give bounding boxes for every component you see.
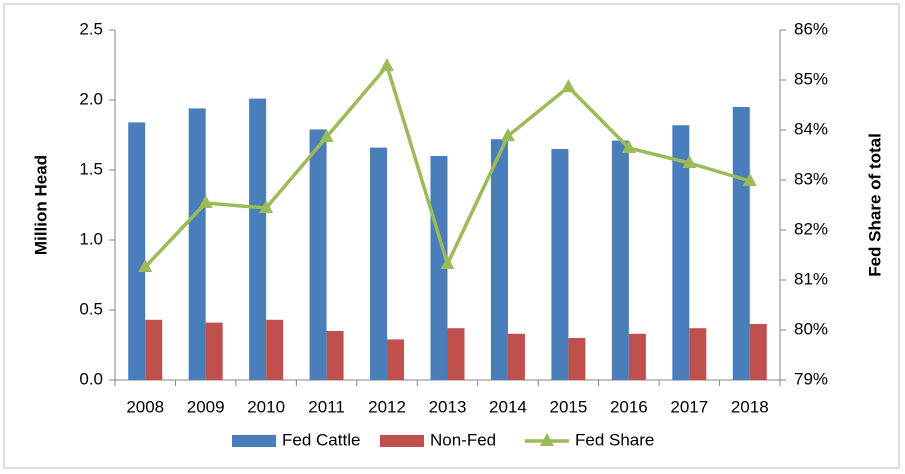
x-tick-label: 2015	[549, 397, 587, 416]
y2-tick-label: 86%	[794, 19, 828, 38]
bar	[689, 328, 707, 380]
bar	[188, 108, 206, 381]
x-tick-label: 2011	[308, 397, 345, 416]
y-tick-label: 2.5	[79, 19, 103, 38]
y-axis-title: Million Head	[31, 155, 50, 255]
bar	[732, 107, 750, 380]
bar	[447, 328, 465, 380]
x-tick-label: 2013	[429, 397, 467, 416]
bar	[507, 333, 525, 380]
bar	[628, 333, 646, 380]
bar	[672, 125, 690, 380]
bar	[309, 129, 327, 380]
legend-label: Non-Fed	[430, 430, 496, 449]
y-tick-label: 0.5	[79, 299, 103, 318]
marker	[198, 195, 213, 208]
x-tick-label: 2017	[670, 397, 708, 416]
marker	[319, 129, 334, 142]
y2-tick-label: 82%	[794, 219, 828, 238]
marker	[561, 79, 576, 92]
bar	[145, 319, 163, 380]
bar	[568, 338, 586, 380]
x-tick-label: 2010	[247, 397, 285, 416]
y2-tick-label: 81%	[794, 269, 828, 288]
x-tick-label: 2014	[489, 397, 527, 416]
bar	[551, 149, 569, 380]
marker	[742, 173, 757, 186]
x-tick-label: 2008	[126, 397, 164, 416]
legend-label: Fed Cattle	[282, 430, 360, 449]
x-tick-label: 2016	[610, 397, 648, 416]
marker	[380, 58, 395, 71]
marker	[138, 259, 153, 272]
x-tick-label: 2009	[187, 397, 225, 416]
marker	[500, 128, 515, 141]
bar	[430, 156, 448, 380]
bar	[387, 339, 405, 380]
marker	[259, 200, 274, 213]
bar	[326, 331, 344, 380]
x-tick-label: 2012	[368, 397, 406, 416]
y2-tick-label: 79%	[794, 369, 828, 388]
y-tick-label: 1.5	[79, 159, 103, 178]
legend-marker	[540, 433, 554, 446]
y-tick-label: 0.0	[79, 369, 103, 388]
chart-border	[3, 3, 900, 469]
bar	[370, 147, 388, 380]
x-tick-label: 2018	[731, 397, 769, 416]
bar	[490, 139, 508, 380]
y2-tick-label: 83%	[794, 169, 828, 188]
y-tick-label: 2.0	[79, 89, 103, 108]
bar	[249, 98, 267, 380]
marker	[621, 140, 636, 153]
legend-swatch	[232, 435, 276, 447]
y2-axis-title: Fed Share of total	[865, 133, 884, 277]
y2-tick-label: 84%	[794, 119, 828, 138]
bar	[611, 140, 629, 380]
y2-tick-label: 85%	[794, 69, 828, 88]
legend-label: Fed Share	[575, 430, 654, 449]
bar	[128, 122, 146, 381]
marker	[682, 155, 697, 168]
bar	[205, 322, 223, 380]
y2-tick-label: 80%	[794, 319, 828, 338]
y-tick-label: 1.0	[79, 229, 103, 248]
marker	[440, 256, 455, 269]
legend-swatch	[380, 435, 424, 447]
bar	[749, 324, 767, 380]
bar	[266, 319, 284, 380]
